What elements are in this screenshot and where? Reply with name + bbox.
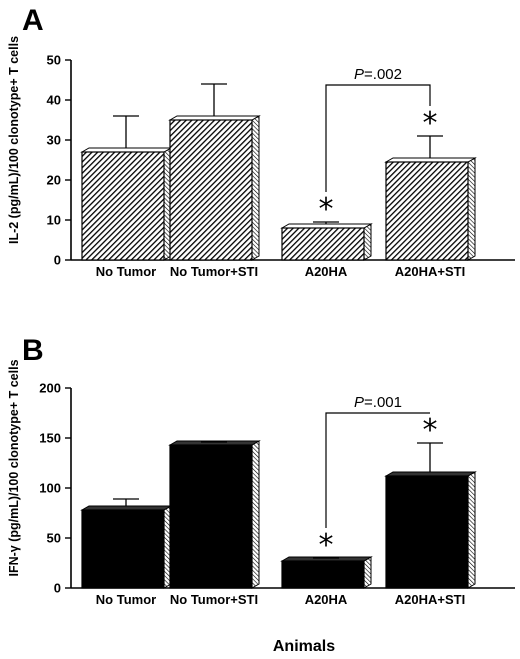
y-tick-label: 150	[39, 431, 61, 446]
significance-asterisk: *	[319, 528, 334, 563]
bar-a20ha	[281, 227, 365, 261]
bar-top	[80, 147, 173, 153]
p-value-label: P=.001	[354, 394, 402, 411]
y-tick-label: 50	[47, 53, 61, 68]
y-axis-label: IFN-γ (pg/mL)/100 clonotype+ T cells	[7, 359, 21, 576]
bar-side	[363, 223, 372, 261]
category-label: No Tumor+STI	[170, 592, 258, 607]
bar-side	[467, 471, 476, 589]
bar-no-tumor-sti	[169, 444, 253, 589]
bar-no-tumor	[81, 151, 165, 261]
bar-a20ha-sti	[385, 161, 469, 261]
significance-asterisk: *	[423, 106, 438, 141]
y-tick-label: 100	[39, 481, 61, 496]
category-label: No Tumor	[96, 264, 156, 279]
y-tick-label: 40	[47, 93, 61, 108]
y-tick-label: 20	[47, 173, 61, 188]
bar-no-tumor	[81, 509, 165, 589]
bar-side	[251, 440, 260, 589]
y-tick-label: 10	[47, 213, 61, 228]
category-label: No Tumor+STI	[170, 264, 258, 279]
bar-side	[467, 157, 476, 261]
bar-a20ha-sti	[385, 475, 469, 589]
bar-side	[251, 115, 260, 261]
bar-top	[80, 505, 173, 511]
x-axis-title: Animals	[273, 638, 335, 655]
bar-top	[384, 471, 477, 477]
category-label: A20HA+STI	[395, 264, 465, 279]
bar-side	[363, 556, 372, 589]
comparison-bracket	[325, 84, 431, 192]
panel-label: A	[22, 4, 44, 37]
panel-a: AIL-2 (pg/mL)/100 clonotype+ T cells 0 10 2…	[7, 4, 515, 279]
panel-label: B	[22, 334, 44, 367]
bar-top	[384, 157, 477, 163]
category-label: A20HA	[305, 264, 348, 279]
bar-a20ha	[281, 560, 365, 589]
bar-no-tumor-sti	[169, 119, 253, 261]
y-tick-label: 0	[54, 253, 61, 268]
y-tick-label: 30	[47, 133, 61, 148]
y-axis-label: IL-2 (pg/mL)/100 clonotype+ T cells	[7, 36, 21, 244]
category-label: No Tumor	[96, 592, 156, 607]
y-tick-label: 200	[39, 381, 61, 396]
y-tick-label: 0	[54, 581, 61, 596]
category-label: A20HA+STI	[395, 592, 465, 607]
comparison-bracket	[325, 412, 430, 528]
significance-asterisk: *	[423, 413, 438, 448]
y-tick-label: 50	[47, 531, 61, 546]
significance-asterisk: *	[319, 192, 334, 227]
p-value-label: P=.002	[354, 66, 402, 83]
category-label: A20HA	[305, 592, 348, 607]
